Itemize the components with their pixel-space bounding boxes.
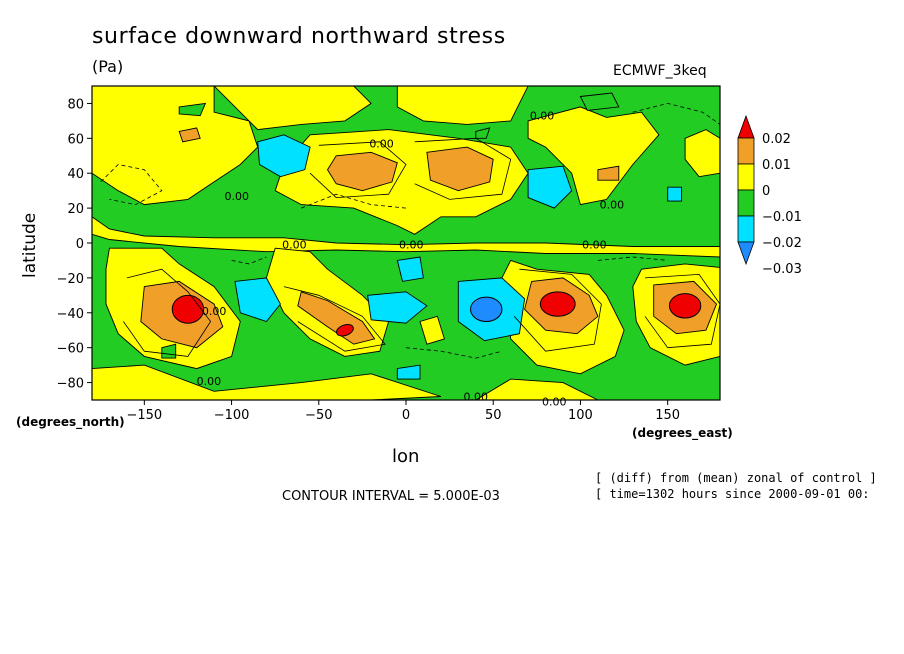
y-axis-label: latitude <box>20 212 40 278</box>
positive-contour <box>309 141 407 199</box>
positive-contour <box>513 268 602 352</box>
y-axis: 80 60 40 20 0 −20 −40 −60 −80 <box>57 97 92 392</box>
orange-region <box>178 127 201 143</box>
positive-contour <box>414 137 512 200</box>
contour-label: 0.00 <box>399 239 424 252</box>
y-tick-label: −20 <box>57 272 84 287</box>
contour-label: 0.00 <box>197 375 222 388</box>
legend-swatch <box>737 189 755 217</box>
negative-contour <box>301 193 407 209</box>
cyan-region <box>367 291 428 324</box>
yellow-region <box>474 378 599 400</box>
yellow-region <box>92 364 442 400</box>
cyan-region <box>667 186 683 202</box>
y-tick-label: 40 <box>67 167 84 182</box>
positive-contour <box>123 268 212 357</box>
x-units-label: (degrees_east) <box>632 426 733 440</box>
contour-label: 0.00 <box>282 239 307 252</box>
yellow-region <box>92 86 259 206</box>
yellow-region <box>527 106 660 206</box>
negative-contour <box>597 256 668 261</box>
cyan-region <box>396 364 421 380</box>
orange-region <box>426 146 494 192</box>
contour-interval-label: CONTOUR INTERVAL = 5.000E-03 <box>282 489 500 504</box>
units-label: (Pa) <box>92 57 124 76</box>
time-note: [ time=1302 hours since 2000-09-01 00: <box>595 487 870 501</box>
legend-label: −0.01 <box>762 210 802 225</box>
legend-swatch <box>737 215 755 243</box>
x-axis-label: lon <box>392 446 420 467</box>
negative-contour <box>405 347 503 359</box>
legend-label: −0.02 <box>762 236 802 251</box>
yellow-region <box>684 129 720 178</box>
contour-label: 0.00 <box>225 190 250 203</box>
red-core <box>539 291 576 317</box>
yellow-region <box>92 216 720 258</box>
green-patch <box>178 102 207 117</box>
y-units-label: (degrees_north) <box>16 415 125 429</box>
x-tick-label: −50 <box>305 408 332 423</box>
x-tick-label: 0 <box>402 408 410 423</box>
yellow-region <box>213 86 372 131</box>
contour-label: 0.00 <box>202 305 227 318</box>
red-core <box>668 293 702 319</box>
y-tick-label: −80 <box>57 377 84 392</box>
legend-label: −0.03 <box>762 262 802 277</box>
model-label: ECMWF_3keq <box>613 63 707 79</box>
legend-arrow-top <box>737 114 755 139</box>
yellow-region <box>419 315 445 345</box>
legend-label: 0.01 <box>762 158 791 173</box>
y-tick-label: −40 <box>57 307 84 322</box>
legend-swatch <box>737 137 755 165</box>
contour-labels: 0.00 0.00 0.00 0.00 0.00 0.00 0.00 0.00 0.00 0.00… <box>197 110 624 409</box>
negative-contour <box>632 102 720 125</box>
x-tick-label: −100 <box>214 408 250 423</box>
yellow-region <box>396 86 529 125</box>
x-tick-label: 50 <box>485 408 502 423</box>
legend-arrow-bottom <box>737 241 755 266</box>
cyan-region <box>396 256 424 282</box>
contour-label: 0.00 <box>464 391 489 404</box>
x-axis: −150 −100 −50 0 50 100 150 <box>126 400 680 423</box>
blue-core <box>470 296 503 322</box>
x-tick-label: −150 <box>126 408 162 423</box>
legend-label: 0 <box>762 184 770 199</box>
legend-swatch <box>737 163 755 191</box>
color-legend: 0.02 0.01 0 −0.01 −0.02 −0.03 <box>737 114 802 277</box>
positive-contour <box>644 273 720 349</box>
contour-fills <box>92 86 720 400</box>
negative-contour <box>231 256 267 265</box>
chart-title: surface downward northward stress <box>92 24 506 49</box>
legend-label: 0.02 <box>762 132 791 147</box>
cyan-region <box>234 277 281 323</box>
x-tick-label: 150 <box>655 408 680 423</box>
contour-label: 0.00 <box>582 239 607 252</box>
negative-contour <box>100 164 163 206</box>
red-core <box>336 323 354 337</box>
contour-label: 0.00 <box>530 110 555 123</box>
orange-region <box>326 151 398 192</box>
contour-lines <box>100 102 720 359</box>
orange-region <box>297 291 376 345</box>
y-tick-label: −60 <box>57 342 84 357</box>
y-tick-label: 0 <box>76 237 84 252</box>
cyan-region <box>257 134 311 178</box>
red-core <box>171 294 205 324</box>
contour-label: 0.00 <box>369 138 394 151</box>
orange-region <box>597 165 620 181</box>
diff-note: [ (diff) from (mean) zonal of control ] <box>595 471 877 485</box>
y-tick-label: 20 <box>67 202 84 217</box>
y-tick-label: 60 <box>67 132 84 147</box>
positive-contour <box>283 286 386 352</box>
green-patch <box>475 127 491 139</box>
y-tick-label: 80 <box>67 97 84 112</box>
contour-label: 0.00 <box>542 396 567 409</box>
cyan-region <box>527 165 573 209</box>
green-patch <box>579 92 620 111</box>
x-tick-label: 100 <box>568 408 593 423</box>
contour-label: 0.00 <box>600 199 625 212</box>
